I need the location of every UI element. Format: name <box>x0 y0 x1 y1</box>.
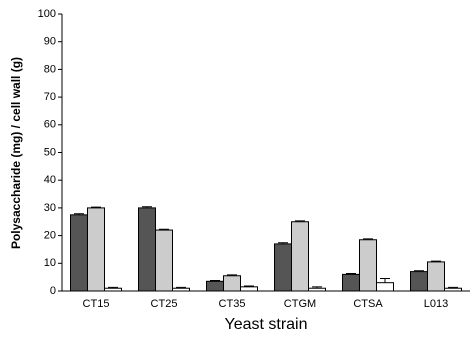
y-tick-label: 40 <box>44 174 56 186</box>
error-bar <box>74 213 84 215</box>
bar <box>274 243 292 292</box>
bar <box>70 214 88 292</box>
error-bar <box>159 228 169 231</box>
bar <box>359 239 377 292</box>
bar <box>291 221 309 292</box>
bar <box>104 287 122 292</box>
y-tick-label: 10 <box>44 257 56 269</box>
x-axis-title: Yeast strain <box>224 316 307 333</box>
error-bar <box>448 286 458 289</box>
y-tick-label: 90 <box>44 36 56 48</box>
bar <box>223 275 241 292</box>
error-bar <box>108 286 118 289</box>
error-bar <box>91 206 101 208</box>
x-tick-label: CTGM <box>284 298 316 310</box>
error-bar <box>363 238 373 240</box>
y-tick-label: 50 <box>44 146 56 158</box>
y-tick-label: 100 <box>38 8 56 20</box>
y-tick-label: 30 <box>44 202 56 214</box>
bar <box>376 282 394 292</box>
y-axis-title: Polysaccharide (mg) / cell wall (g) <box>9 57 23 249</box>
x-tick-label: CT25 <box>151 298 178 310</box>
bar <box>444 287 462 292</box>
bar <box>172 287 190 292</box>
x-tick-label: CT15 <box>83 298 110 310</box>
y-tick-label: 60 <box>44 119 56 131</box>
error-bar <box>176 286 186 289</box>
error-bar <box>244 285 254 287</box>
error-bar <box>142 206 152 208</box>
error-bar <box>312 286 322 289</box>
error-bar <box>210 279 220 282</box>
bar <box>342 273 360 292</box>
y-tick-label: 80 <box>44 63 56 75</box>
y-tick-label: 20 <box>44 230 56 242</box>
error-bar <box>295 220 305 222</box>
bar <box>87 207 105 292</box>
x-tick-label: CT35 <box>219 298 246 310</box>
y-tick-label: 0 <box>50 285 56 297</box>
error-bar <box>380 278 390 283</box>
error-bar <box>414 270 424 272</box>
bar <box>155 229 173 292</box>
error-bar <box>227 274 237 276</box>
bar <box>427 261 445 292</box>
y-tick-label: 70 <box>44 91 56 103</box>
error-bar <box>278 242 288 244</box>
bar <box>410 271 428 292</box>
bar <box>138 207 156 292</box>
error-bar <box>431 260 441 262</box>
bar <box>308 287 326 292</box>
x-tick-label: L013 <box>424 298 448 310</box>
error-bar <box>346 273 356 275</box>
bar <box>206 280 224 292</box>
bar <box>240 286 258 292</box>
x-tick-label: CTSA <box>353 298 383 310</box>
